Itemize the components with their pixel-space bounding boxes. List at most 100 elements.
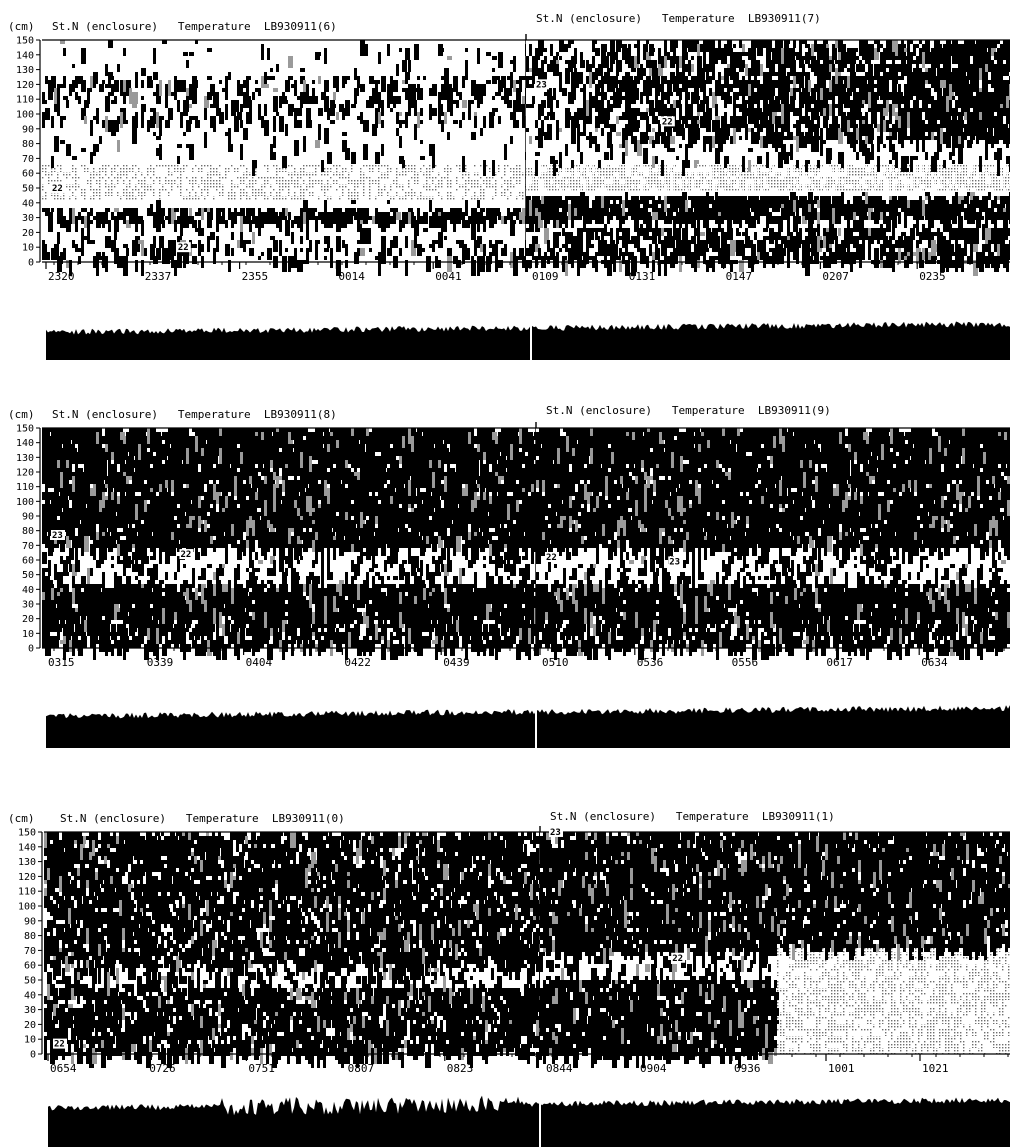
panel-title-5: St.N (enclosure) Temperature LB930911(0): [60, 812, 345, 825]
y-tick-label: 30: [22, 213, 34, 224]
x-tick-label: 2320: [48, 270, 75, 283]
x-tick-label: 0634: [921, 656, 948, 669]
y-tick-label: 30: [24, 1005, 36, 1016]
isotherm-label: 23: [550, 828, 561, 838]
y-tick-label: 100: [18, 902, 36, 913]
isotherm-label: 23: [536, 80, 547, 90]
y-tick-label: 20: [22, 614, 34, 625]
bottom-trace-shape: [46, 705, 1010, 748]
x-tick-label: 0536: [637, 656, 664, 669]
y-tick-label: 150: [16, 424, 34, 435]
x-tick-label: 2337: [145, 270, 172, 283]
y-tick-label: 10: [24, 1035, 36, 1046]
isotherm-label: 23: [52, 531, 63, 541]
bottom-trace-shape: [46, 321, 1010, 360]
x-tick-label: 0041: [435, 270, 462, 283]
y-tick-label: 30: [22, 600, 34, 611]
y-tick-label: 100: [16, 110, 34, 121]
y-tick-label: 40: [22, 585, 34, 596]
panel-title-6: St.N (enclosure) Temperature LB930911(1): [550, 810, 835, 823]
x-tick-label: 0014: [338, 270, 365, 283]
isotherm-label: 22: [178, 243, 189, 253]
echogram-panel-6: 0844 0904 0936 1001 1021 23 22: [540, 826, 1010, 1075]
echogram-panel-2: 0109 0131 0147 0207 0235 23 22: [526, 39, 1010, 283]
y-tick-label: 80: [22, 139, 34, 150]
echogram-panel-1: 2320 2337 2355 0014 0041 22 22: [42, 34, 530, 283]
isotherm-label: 23: [669, 557, 680, 567]
y-tick-label: 150: [18, 828, 36, 839]
y-tick-label: 130: [16, 453, 34, 464]
y-tick-label: 140: [16, 50, 34, 61]
x-tick-label: 0844: [546, 1062, 573, 1075]
y-tick-label: 50: [22, 184, 34, 195]
isotherm-label: 22: [180, 550, 191, 560]
x-tick-label: 0439: [443, 656, 470, 669]
x-tick-label: 1021: [922, 1062, 949, 1075]
x-tick-label: 0726: [149, 1062, 176, 1075]
y-axis-3: 0 10 20 30 40 50 60 70 80 90 100 110 120 130 140 150: [18, 828, 43, 1061]
x-tick-label: 0339: [147, 656, 174, 669]
y-axis-2: 0 10 20 30 40 50 60 70 80 90 100 110 120 130 140 150: [16, 424, 41, 655]
y-tick-label: 80: [22, 526, 34, 537]
y-tick-label: 40: [24, 990, 36, 1001]
isotherm-label: 22: [54, 1040, 65, 1050]
x-tick-label: 0147: [726, 270, 753, 283]
y-tick-label: 50: [24, 976, 36, 987]
panel-title-1: St.N (enclosure) Temperature LB930911(6): [52, 20, 337, 33]
x-tick-label: 0131: [629, 270, 656, 283]
echogram-panel-3: 0315 0339 0404 0422 0439 23 22: [42, 422, 539, 669]
y-tick-label: 140: [18, 842, 36, 853]
x-tick-label: 0823: [447, 1062, 474, 1075]
y-tick-label: 90: [24, 916, 36, 927]
row-2: (cm) St.N (enclosure) Temperature LB9309…: [8, 404, 1010, 748]
y-tick-label: 90: [22, 124, 34, 135]
y-tick-label: 130: [16, 65, 34, 76]
y-tick-label: 70: [22, 154, 34, 165]
y-tick-label: 0: [28, 644, 34, 655]
x-tick-label: 0422: [344, 656, 371, 669]
y-tick-label: 120: [18, 872, 36, 883]
isotherm-label: 22: [546, 553, 557, 563]
x-tick-label: 2355: [242, 270, 269, 283]
x-tick-label: 0109: [532, 270, 559, 283]
y-tick-label: 110: [16, 95, 34, 106]
y-tick-label: 150: [16, 36, 34, 47]
bottom-trace-2: [46, 692, 1010, 748]
row-3: (cm) St.N (enclosure) Temperature LB9309…: [8, 810, 1010, 1147]
y-tick-label: 70: [24, 946, 36, 957]
y-axis-1: 0 10 20 30 40 50 60 70 80 90 100 110 120 130 140 150: [16, 36, 41, 269]
x-tick-label: 0235: [919, 270, 946, 283]
echogram-panel-5: 0654 0726 0751 0807 0823 22: [44, 826, 544, 1075]
bottom-trace-shape: [48, 1095, 1010, 1147]
unit-label: (cm): [8, 812, 35, 825]
y-tick-label: 40: [22, 198, 34, 209]
y-tick-label: 0: [28, 258, 34, 269]
unit-label: (cm): [8, 20, 35, 33]
unit-label: (cm): [8, 408, 35, 421]
isotherm-label: 22: [672, 954, 683, 964]
y-tick-label: 110: [18, 887, 36, 898]
x-tick-label: 0510: [542, 656, 569, 669]
x-tick-label: 0807: [348, 1062, 375, 1075]
bottom-trace-1: [46, 308, 1010, 360]
y-tick-label: 140: [16, 438, 34, 449]
y-tick-label: 50: [22, 570, 34, 581]
echogram-panel-4: 0510 0536 0556 0617 0634 22 23: [536, 427, 1010, 669]
y-tick-label: 80: [24, 931, 36, 942]
row-1: (cm) St.N (enclosure) Temperature LB9309…: [8, 12, 1010, 360]
isotherm-label: 22: [662, 117, 673, 127]
isotherm-label: 22: [52, 184, 63, 194]
y-tick-label: 60: [24, 961, 36, 972]
panel-title-2: St.N (enclosure) Temperature LB930911(7): [536, 12, 821, 25]
panel-title-3: St.N (enclosure) Temperature LB930911(8): [52, 408, 337, 421]
y-tick-label: 0: [30, 1050, 36, 1061]
x-tick-label: 0207: [822, 270, 849, 283]
x-tick-label: 1001: [828, 1062, 855, 1075]
x-tick-label: 0751: [248, 1062, 275, 1075]
x-tick-label: 0654: [50, 1062, 77, 1075]
y-tick-label: 20: [24, 1020, 36, 1031]
x-tick-label: 0617: [826, 656, 853, 669]
y-tick-label: 20: [22, 228, 34, 239]
y-tick-label: 100: [16, 497, 34, 508]
x-tick-label: 0315: [48, 656, 75, 669]
